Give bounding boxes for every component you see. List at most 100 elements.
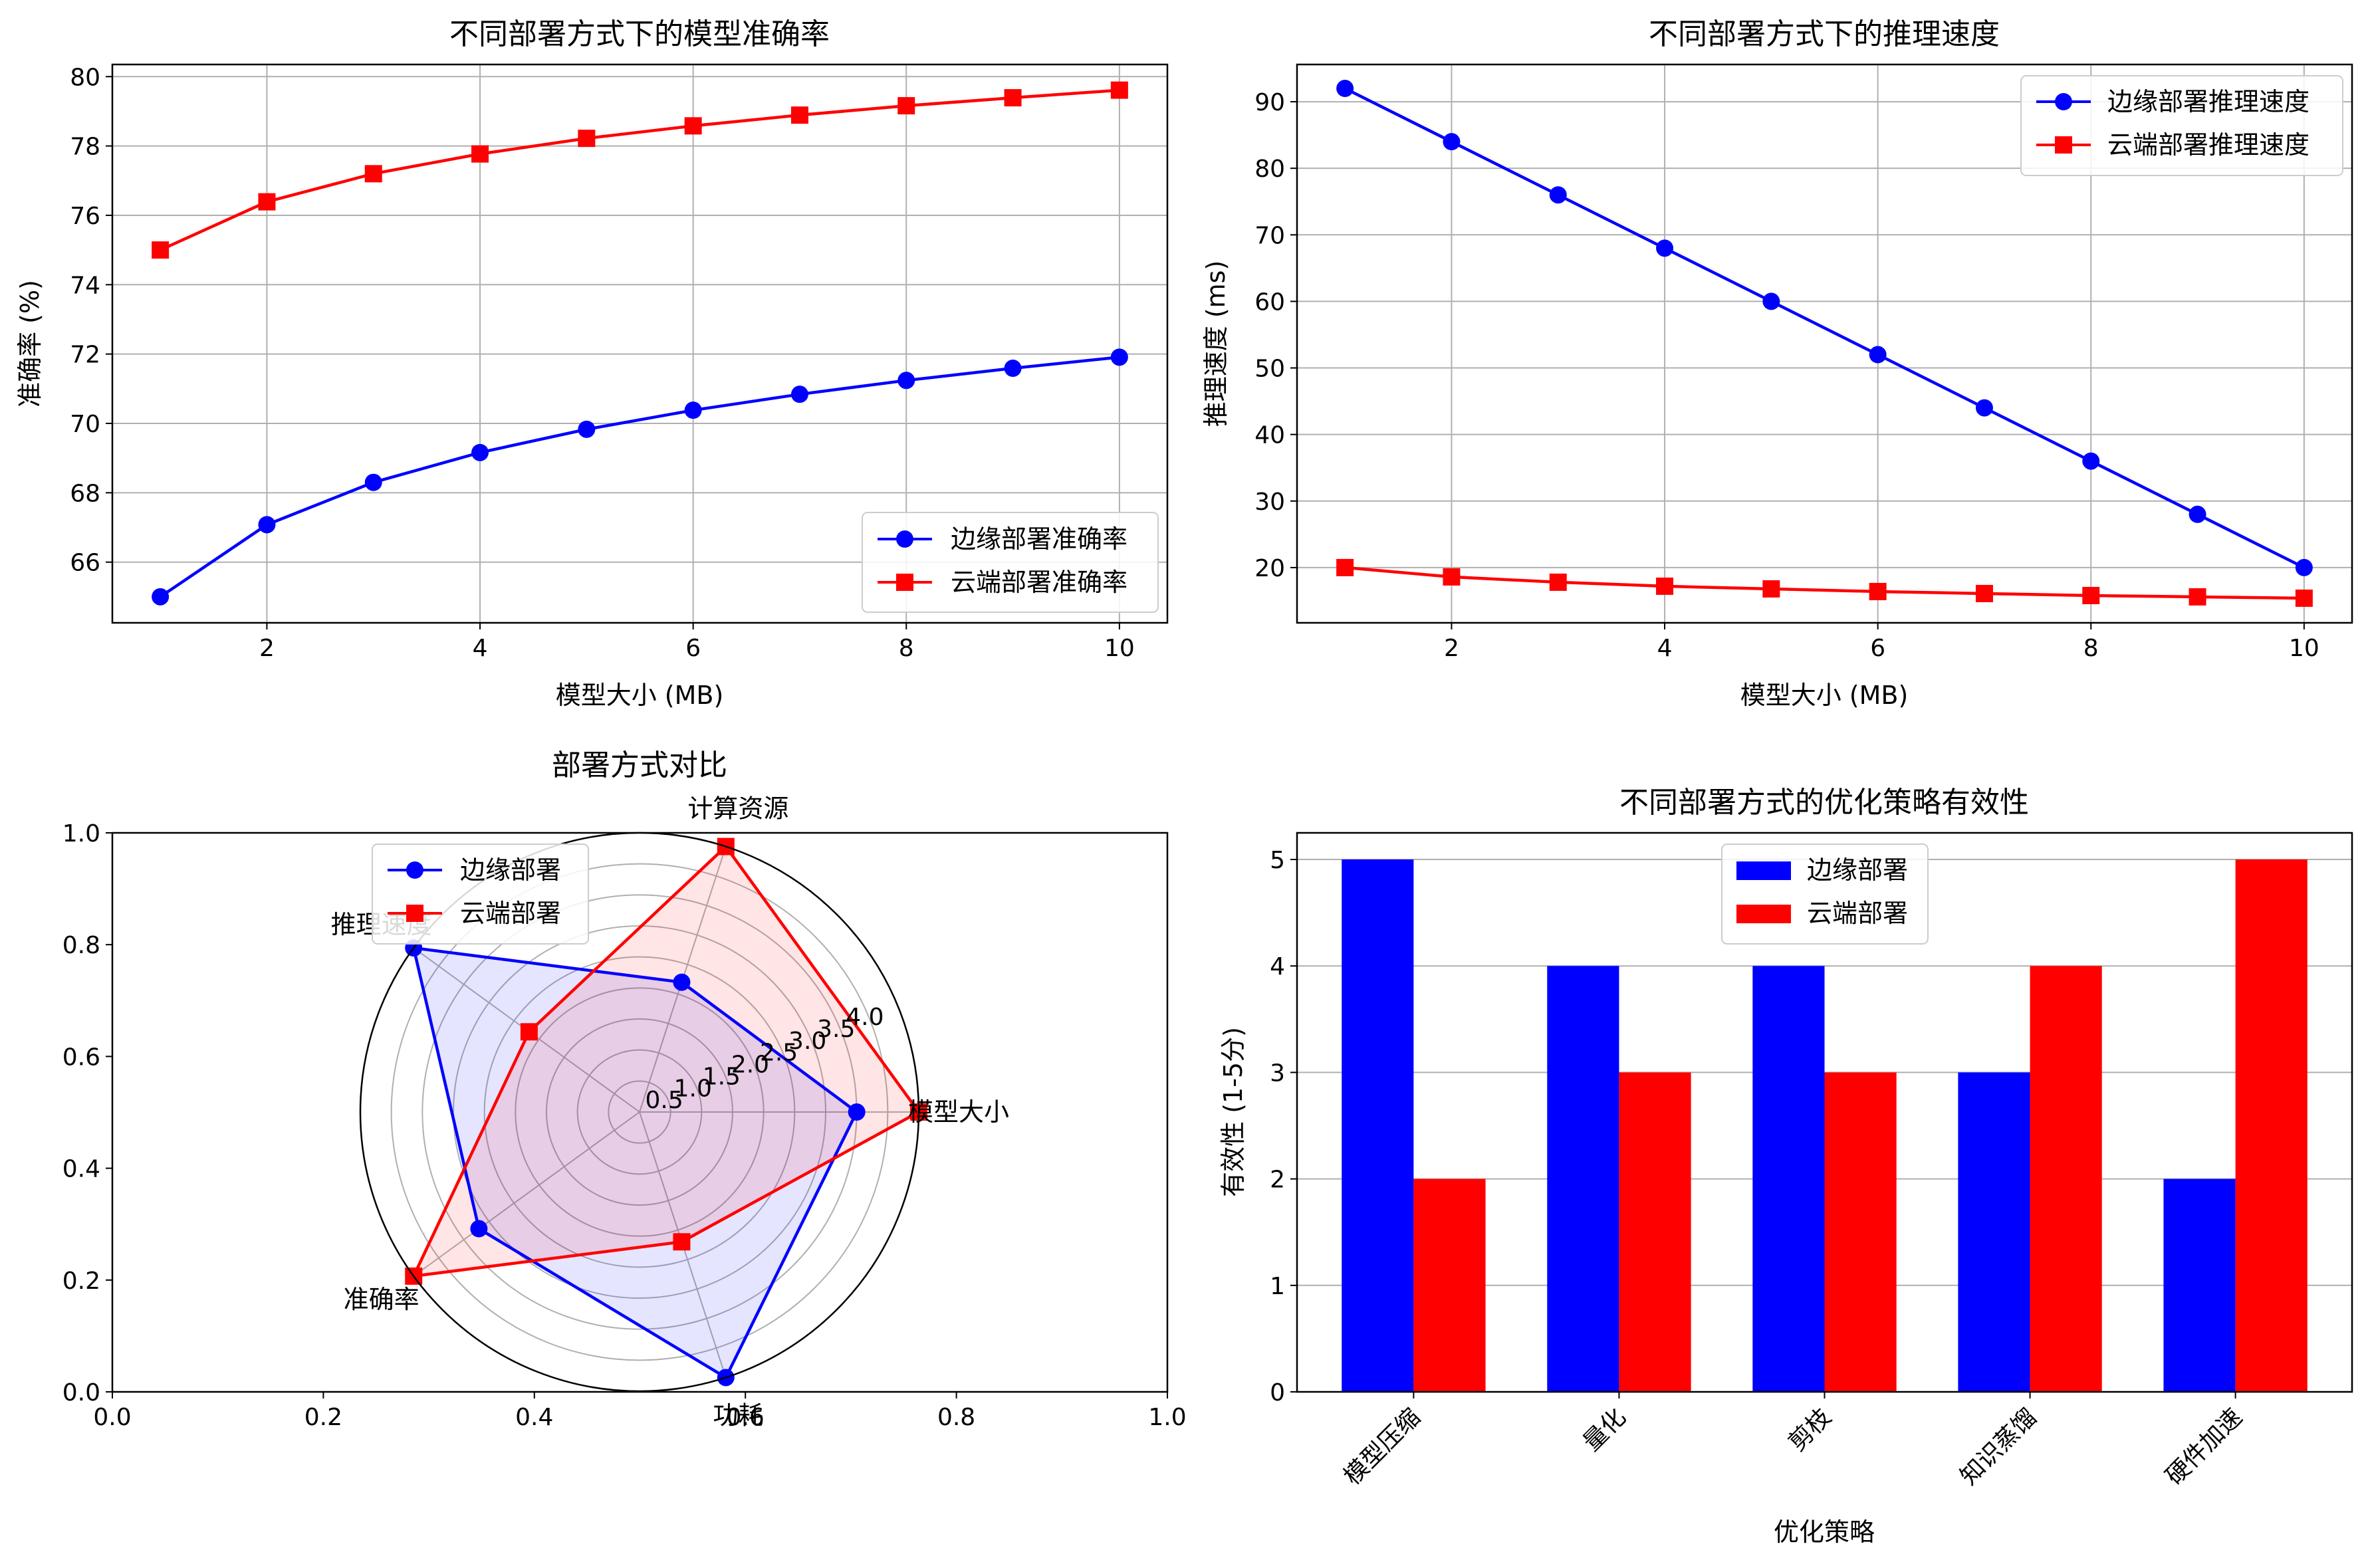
strategy-ylabel: 有效性 (1-5分) [1219, 1027, 1248, 1197]
accuracy-grid [112, 64, 1167, 623]
series-line-edge [159, 356, 1120, 598]
series-line-cloud [1344, 566, 2304, 600]
strategy-legend: 边缘部署 云端部署 [1721, 843, 1929, 945]
x-tick-label: 0.6 [727, 1404, 765, 1431]
x-tick-label: 1.0 [1148, 1404, 1186, 1431]
y-tick-label: 90 [1254, 89, 1285, 116]
data-point [364, 165, 382, 183]
y-tick-label: 0.4 [62, 1156, 100, 1183]
data-point [1336, 80, 1354, 98]
bar-cloud [1619, 1072, 1691, 1392]
bar-edge [1547, 966, 1619, 1392]
speed-ylabel: 推理速度 (ms) [1201, 261, 1231, 427]
data-point [471, 145, 489, 163]
data-point [1762, 292, 1780, 310]
data-point [1762, 580, 1780, 598]
x-tick-label: 0.8 [937, 1404, 975, 1431]
speed-frame [1296, 63, 2353, 624]
x-tick-label: 10 [1104, 635, 1135, 662]
data-point [471, 443, 489, 461]
x-tick-label: 8 [899, 635, 914, 662]
data-point [1336, 558, 1354, 576]
data-point [684, 401, 702, 419]
accuracy-title: 不同部署方式下的模型准确率 [449, 17, 830, 51]
radar-r-tick-label: 2.5 [760, 1040, 798, 1067]
strategy-xlabel: 优化策略 [1774, 1517, 1875, 1547]
accuracy-xlabel: 模型大小 (MB) [556, 681, 724, 710]
data-point [258, 193, 276, 211]
y-tick-label: 0.2 [62, 1268, 100, 1295]
speed-series [1336, 80, 2313, 607]
data-point [364, 473, 382, 491]
y-tick-label: 80 [1254, 156, 1285, 183]
bar-edge [2163, 1178, 2236, 1392]
x-tick-label: 6 [685, 635, 701, 662]
speed-legend-cloud: 云端部署推理速度 [2107, 130, 2310, 160]
radar-legend-edge: 边缘部署 [460, 855, 561, 885]
y-tick-label: 70 [1254, 222, 1285, 249]
data-point [2295, 589, 2313, 607]
radar-point [520, 1023, 538, 1041]
accuracy-ylabel: 准确率 (%) [15, 280, 45, 407]
data-point [1004, 360, 1022, 378]
data-point [2189, 505, 2206, 523]
x-tick-label: 2 [259, 635, 275, 662]
y-tick-label: 4 [1270, 953, 1285, 980]
accuracy-frame [111, 63, 1169, 624]
y-tick-label: 1.0 [62, 820, 100, 847]
y-tick-label: 0.0 [62, 1379, 100, 1406]
data-point [1110, 81, 1128, 99]
x-tick-label: 4 [1657, 635, 1673, 662]
speed-legend: 边缘部署推理速度 云端部署推理速度 [2020, 75, 2343, 176]
series-line-edge [1344, 87, 2305, 569]
y-tick-label: 40 [1254, 422, 1285, 449]
data-point [1656, 577, 1674, 595]
radar-legend-cloud: 云端部署 [460, 899, 561, 928]
radar-line-cloud [411, 844, 921, 1278]
x-tick-label: 10 [2289, 635, 2319, 662]
radar-legend: 边缘部署 云端部署 [372, 843, 589, 945]
x-tick-label: 0.0 [93, 1404, 131, 1431]
strategy-title: 不同部署方式的优化策略有效性 [1619, 786, 2029, 820]
y-tick-label: 78 [70, 134, 100, 161]
accuracy-legend-cloud: 云端部署准确率 [951, 568, 1127, 597]
x-tick-label: 0.2 [304, 1404, 342, 1431]
radar-chart: 0.0 0.2 0.4 0.6 0.8 1.0 0.0 0.2 0.4 0.6 0.8 1.0 0.5… [62, 748, 1187, 1431]
y-tick-label: 80 [70, 64, 100, 91]
data-point [1975, 399, 1993, 417]
data-point [1549, 573, 1567, 591]
y-tick-label: 3 [1270, 1060, 1285, 1087]
radar-r-tick-label: 1.0 [674, 1075, 712, 1102]
data-point [1549, 186, 1567, 204]
data-point [897, 372, 915, 390]
y-tick-label: 0.6 [62, 1044, 100, 1071]
accuracy-legend: 边缘部署准确率 云端部署准确率 [862, 512, 1159, 613]
data-point [684, 117, 702, 135]
y-tick-label: 66 [70, 550, 100, 577]
radar-spoke [413, 1111, 640, 1277]
radar-r-tick-label: 3.5 [817, 1016, 855, 1043]
strategy-bars [1342, 859, 2308, 1392]
radar-r-tick-label: 3.0 [788, 1028, 826, 1055]
data-point [578, 420, 596, 438]
bar-cloud [2030, 966, 2102, 1392]
x-tick-label: 4 [473, 635, 488, 662]
x-tick-label: 2 [1444, 635, 1459, 662]
speed-ticks: 2 4 6 8 10 20 30 40 50 60 70 80 90 [1254, 89, 2319, 662]
radar-area-edge [414, 948, 857, 1378]
strategy-legend-edge: 边缘部署 [1807, 855, 1908, 885]
radar-r-tick-label: 2.0 [731, 1052, 769, 1079]
y-tick-label: 20 [1254, 555, 1285, 582]
data-point [152, 241, 170, 259]
y-tick-label: 60 [1254, 288, 1285, 316]
data-point [152, 588, 170, 606]
y-tick-label: 5 [1270, 847, 1285, 874]
data-point [1443, 133, 1461, 151]
y-tick-label: 30 [1254, 489, 1285, 516]
data-point [1004, 89, 1022, 107]
speed-legend-edge: 边缘部署推理速度 [2107, 87, 2310, 116]
bar-edge [1342, 859, 1414, 1392]
data-point [258, 516, 276, 534]
